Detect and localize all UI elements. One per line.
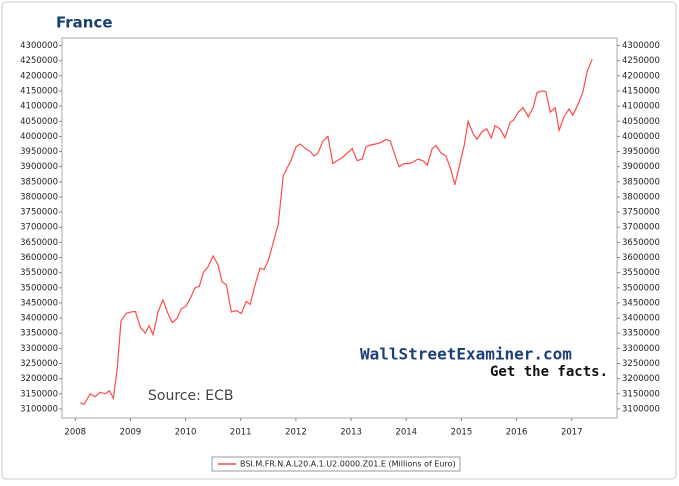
x-tick-label: 2016 [506, 428, 528, 438]
y-tick-label: 3900000 [20, 162, 58, 172]
y2-tick-label: 3350000 [622, 329, 660, 339]
y2-tick-label: 3500000 [622, 283, 660, 293]
x-tick-label: 2009 [120, 428, 142, 438]
y-tick-label: 3400000 [20, 314, 58, 324]
y-tick-label: 4050000 [20, 117, 58, 127]
y2-tick-label: 3550000 [622, 268, 660, 278]
y2-tick-label: 4150000 [622, 86, 660, 96]
y2-tick-label: 3700000 [622, 223, 660, 233]
source-note: Source: ECB [148, 388, 233, 404]
y2-tick-label: 3750000 [622, 208, 660, 218]
x-tick-label: 2008 [64, 428, 86, 438]
y2-tick-label: 4200000 [622, 71, 660, 81]
y2-tick-label: 3100000 [622, 404, 660, 414]
x-tick-label: 2010 [175, 428, 197, 438]
y-tick-label: 3350000 [20, 329, 58, 339]
y-tick-label: 4250000 [20, 56, 58, 66]
x-tick-label: 2017 [561, 428, 583, 438]
y-tick-label: 3150000 [20, 389, 58, 399]
y-tick-label: 3500000 [20, 283, 58, 293]
y2-tick-label: 3450000 [622, 298, 660, 308]
y-tick-label: 4200000 [20, 71, 58, 81]
y2-tick-label: 3150000 [622, 389, 660, 399]
y2-tick-label: 3900000 [622, 162, 660, 172]
y2-tick-label: 4300000 [622, 41, 660, 51]
y-tick-label: 3850000 [20, 177, 58, 187]
y-tick-label: 3550000 [20, 268, 58, 278]
y-tick-label: 3750000 [20, 208, 58, 218]
y2-tick-label: 3850000 [622, 177, 660, 187]
y2-tick-label: 3300000 [622, 344, 660, 354]
x-tick-label: 2011 [230, 428, 252, 438]
y-tick-label: 3250000 [20, 359, 58, 369]
y-tick-label: 3100000 [20, 404, 58, 414]
y-tick-label: 3600000 [20, 253, 58, 263]
y2-tick-label: 3950000 [622, 147, 660, 157]
x-tick-label: 2015 [451, 428, 473, 438]
x-tick-label: 2012 [285, 428, 307, 438]
y-tick-label: 3800000 [20, 192, 58, 202]
y-tick-label: 4100000 [20, 102, 58, 112]
watermark-tagline: Get the facts. [490, 364, 608, 380]
y2-tick-label: 4100000 [622, 102, 660, 112]
x-tick-label: 2013 [340, 428, 362, 438]
legend-label: BSI.M.FR.N.A.L20.A.1.U2.0000.Z01.E (Mill… [240, 460, 456, 469]
y2-tick-label: 3650000 [622, 238, 660, 248]
y2-tick-label: 3600000 [622, 253, 660, 263]
y2-tick-label: 3800000 [622, 192, 660, 202]
y-tick-label: 3450000 [20, 298, 58, 308]
y-tick-label: 4150000 [20, 86, 58, 96]
y2-tick-label: 3250000 [622, 359, 660, 369]
chart-title: France [56, 14, 113, 32]
y2-tick-label: 4250000 [622, 56, 660, 66]
plot-area [61, 37, 618, 419]
watermark: WallStreetExaminer.com [360, 345, 572, 364]
y-tick-label: 3950000 [20, 147, 58, 157]
legend [211, 456, 461, 472]
y-tick-label: 3700000 [20, 223, 58, 233]
y2-tick-label: 3200000 [622, 374, 660, 384]
y-tick-label: 3650000 [20, 238, 58, 248]
y-tick-label: 3300000 [20, 344, 58, 354]
y2-tick-label: 4000000 [622, 132, 660, 142]
y-tick-label: 4000000 [20, 132, 58, 142]
series-line [79, 58, 593, 406]
x-tick-label: 2014 [395, 428, 417, 438]
y2-tick-label: 4050000 [622, 117, 660, 127]
y-tick-label: 4300000 [20, 41, 58, 51]
y2-tick-label: 3400000 [622, 314, 660, 324]
y-tick-label: 3200000 [20, 374, 58, 384]
